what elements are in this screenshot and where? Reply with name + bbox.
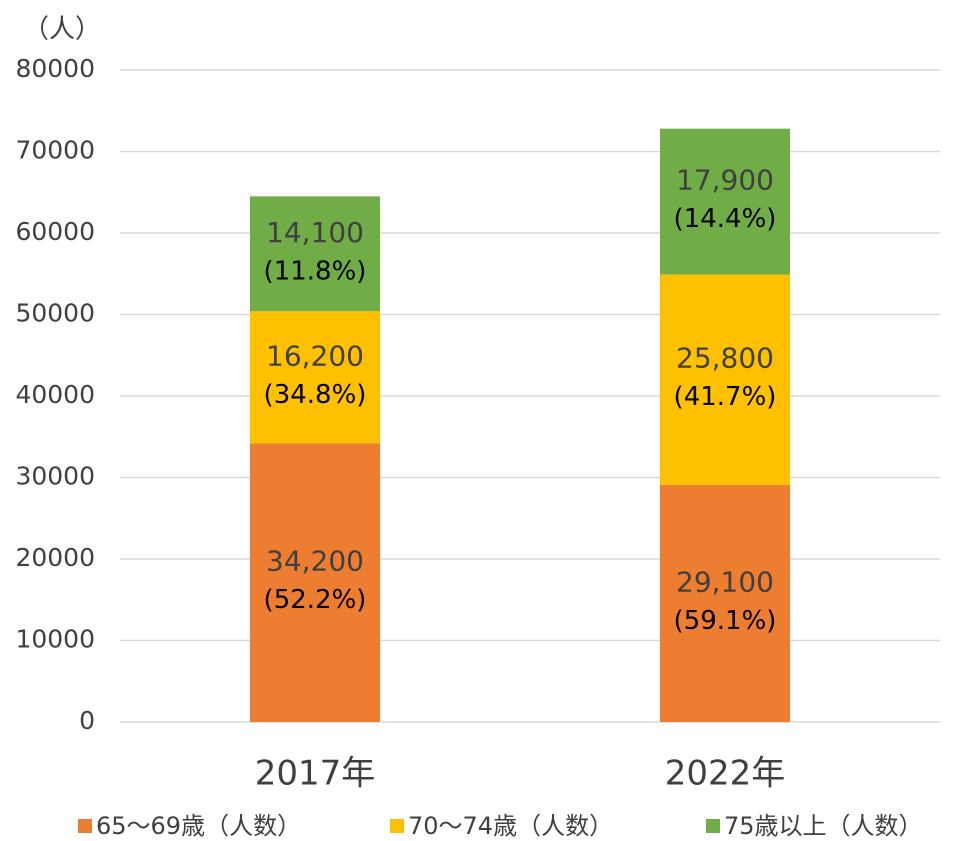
- y-tick-label: 30000: [15, 462, 95, 491]
- percent-label: (41.7%): [674, 382, 777, 412]
- value-label: 34,200: [266, 545, 364, 578]
- bar-segment: [660, 484, 790, 722]
- value-label: 25,800: [676, 342, 774, 375]
- legend-label: 70～74歳（人数）: [408, 812, 613, 840]
- x-tick-label: 2022年: [665, 754, 786, 794]
- legend-swatch: [390, 819, 404, 833]
- legend-label: 65～69歳（人数）: [96, 812, 301, 840]
- bar-segment: [660, 274, 790, 485]
- y-tick-label: 60000: [15, 217, 95, 246]
- legend-swatch: [78, 819, 92, 833]
- percent-label: (52.2%): [264, 585, 367, 615]
- percent-label: (11.8%): [264, 256, 367, 286]
- percent-label: (14.4%): [674, 204, 777, 234]
- percent-label: (34.8%): [264, 380, 367, 410]
- y-tick-label: 50000: [15, 299, 95, 328]
- value-label: 16,200: [266, 339, 364, 372]
- y-tick-label: 70000: [15, 136, 95, 165]
- bar-segment: [250, 196, 380, 312]
- x-tick-label: 2017年: [255, 754, 376, 794]
- y-axis-label: （人）: [23, 15, 101, 45]
- y-tick-label: 0: [79, 706, 95, 735]
- value-label: 14,100: [266, 216, 364, 249]
- y-tick-label: 40000: [15, 380, 95, 409]
- percent-label: (59.1%): [674, 606, 777, 636]
- legend-swatch: [706, 819, 720, 833]
- value-label: 29,100: [676, 565, 774, 598]
- bar-segment: [250, 443, 380, 722]
- bar-segment: [250, 311, 380, 444]
- legend-label: 75歳以上（人数）: [724, 812, 923, 840]
- bar-segment: [660, 128, 790, 275]
- value-label: 17,900: [676, 164, 774, 197]
- y-tick-label: 80000: [15, 54, 95, 83]
- y-tick-label: 20000: [15, 543, 95, 572]
- y-tick-label: 10000: [15, 625, 95, 654]
